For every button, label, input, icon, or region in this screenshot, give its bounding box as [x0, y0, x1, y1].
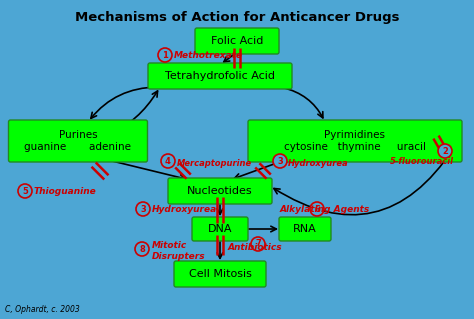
Text: C, Ophardt, c. 2003: C, Ophardt, c. 2003 [5, 305, 80, 314]
FancyBboxPatch shape [279, 217, 331, 241]
Text: 3: 3 [140, 204, 146, 213]
Text: 6: 6 [314, 204, 320, 213]
Circle shape [161, 154, 175, 168]
Text: Mechanisms of Action for Anticancer Drugs: Mechanisms of Action for Anticancer Drug… [75, 11, 399, 24]
Text: Nucleotides: Nucleotides [187, 186, 253, 196]
Text: 7: 7 [255, 240, 261, 249]
Text: Purines: Purines [59, 130, 97, 139]
Text: 3: 3 [277, 157, 283, 166]
Text: 5: 5 [22, 187, 28, 196]
FancyBboxPatch shape [192, 217, 248, 241]
Text: Methotrexate: Methotrexate [174, 50, 243, 60]
Text: 8: 8 [139, 244, 145, 254]
Text: Hydroxyurea: Hydroxyurea [288, 160, 348, 168]
Circle shape [310, 202, 324, 216]
Text: Mitotic
Disrupters: Mitotic Disrupters [152, 241, 206, 261]
FancyBboxPatch shape [248, 120, 462, 162]
Text: 5-fluorouracil: 5-fluorouracil [390, 157, 454, 166]
Text: guanine       adenine: guanine adenine [25, 143, 131, 152]
Circle shape [251, 237, 265, 251]
FancyBboxPatch shape [148, 63, 292, 89]
Text: Antibiotics: Antibiotics [228, 242, 283, 251]
Text: cytosine   thymine     uracil: cytosine thymine uracil [284, 143, 426, 152]
Text: Mercaptopurine: Mercaptopurine [177, 160, 252, 168]
FancyBboxPatch shape [9, 120, 147, 162]
Circle shape [18, 184, 32, 198]
FancyBboxPatch shape [195, 28, 279, 54]
Text: 1: 1 [162, 50, 168, 60]
FancyBboxPatch shape [168, 178, 272, 204]
Text: 4: 4 [165, 157, 171, 166]
Text: Thioguanine: Thioguanine [34, 187, 97, 196]
Text: Alkylating Agents: Alkylating Agents [280, 204, 370, 213]
Circle shape [273, 154, 287, 168]
Text: Hydroxyurea: Hydroxyurea [152, 204, 217, 213]
Text: Tetrahydrofolic Acid: Tetrahydrofolic Acid [165, 71, 275, 81]
Circle shape [135, 242, 149, 256]
FancyBboxPatch shape [174, 261, 266, 287]
Text: Folic Acid: Folic Acid [211, 36, 263, 46]
Text: RNA: RNA [293, 224, 317, 234]
Circle shape [158, 48, 172, 62]
Text: DNA: DNA [208, 224, 232, 234]
Circle shape [438, 144, 452, 158]
Text: Pyrimidines: Pyrimidines [325, 130, 385, 139]
Circle shape [136, 202, 150, 216]
Text: 2: 2 [442, 146, 448, 155]
Text: Cell Mitosis: Cell Mitosis [189, 269, 251, 279]
